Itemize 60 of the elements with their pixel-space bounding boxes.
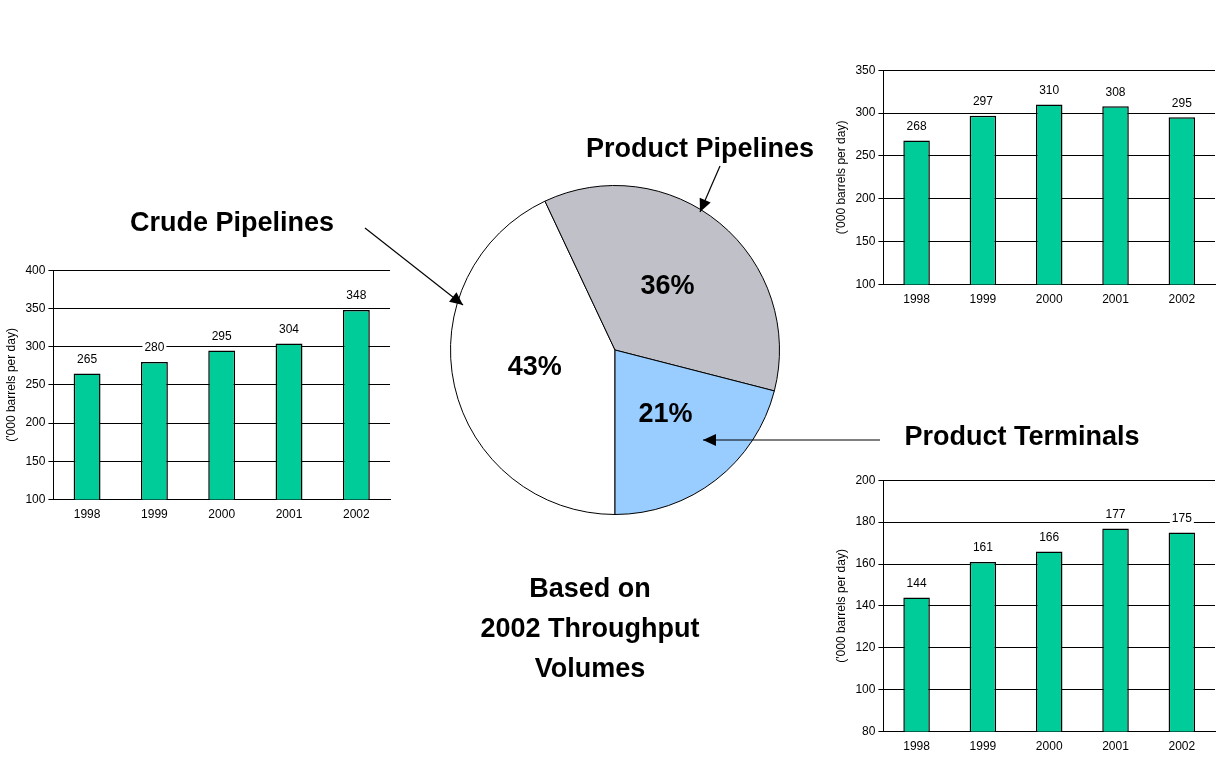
y-tick-label: 400 bbox=[25, 262, 46, 277]
y-tick-label: 200 bbox=[25, 415, 46, 430]
y-tick-label: 200 bbox=[855, 191, 876, 206]
x-tick-label: 2001 bbox=[1102, 739, 1130, 754]
text: Based on 2002 Throughput Volumes bbox=[479, 572, 701, 685]
data-label: 295 bbox=[211, 328, 233, 343]
data-label: 144 bbox=[906, 575, 927, 590]
y-tick-label: 300 bbox=[25, 338, 46, 353]
data-label: 21% bbox=[638, 398, 693, 429]
data-label: 297 bbox=[972, 93, 994, 108]
data-label: 304 bbox=[279, 321, 300, 336]
y-tick-label: 160 bbox=[855, 556, 876, 571]
y-tick-label: 300 bbox=[855, 105, 876, 120]
y-tick-label: 350 bbox=[855, 62, 876, 77]
y-tick-label: 150 bbox=[25, 453, 46, 468]
data-label: 310 bbox=[1039, 82, 1060, 97]
y-tick-label: 80 bbox=[862, 723, 876, 738]
x-tick-label: 2001 bbox=[275, 507, 303, 522]
data-label: 36% bbox=[640, 270, 695, 301]
data-label: 268 bbox=[906, 118, 927, 133]
data-label: 161 bbox=[972, 540, 994, 555]
slice-label: Product Terminals bbox=[904, 421, 1140, 452]
x-tick-label: 2002 bbox=[342, 507, 371, 522]
x-tick-label: 1998 bbox=[73, 507, 101, 522]
data-label: 348 bbox=[346, 288, 367, 303]
x-tick-label: 2002 bbox=[1168, 739, 1196, 754]
x-tick-label: 2000 bbox=[1035, 292, 1063, 307]
x-tick-label: 1999 bbox=[141, 507, 169, 522]
y-axis-title: ('000 barrels per day) bbox=[833, 120, 848, 235]
x-tick-label: 2001 bbox=[1102, 292, 1130, 307]
data-label: 43% bbox=[507, 351, 562, 382]
data-label: 175 bbox=[1171, 510, 1193, 525]
slice-label: Product Pipelines bbox=[585, 133, 815, 164]
y-axis-title: ('000 barrels per day) bbox=[3, 328, 18, 442]
data-label: 177 bbox=[1105, 506, 1126, 521]
data-label: 308 bbox=[1105, 84, 1126, 99]
y-tick-label: 150 bbox=[855, 234, 876, 249]
y-tick-label: 120 bbox=[855, 640, 876, 655]
y-tick-label: 180 bbox=[855, 514, 876, 529]
x-tick-label: 1998 bbox=[903, 292, 931, 307]
data-label: 295 bbox=[1171, 95, 1193, 110]
x-tick-label: 1999 bbox=[969, 739, 997, 754]
slice-label: Crude Pipelines bbox=[129, 207, 335, 238]
y-tick-label: 350 bbox=[25, 300, 46, 315]
data-label: 280 bbox=[144, 340, 165, 355]
y-tick-label: 250 bbox=[25, 377, 46, 392]
y-tick-label: 100 bbox=[855, 276, 876, 291]
data-label: 166 bbox=[1039, 529, 1060, 544]
y-axis-title: ('000 barrels per day) bbox=[833, 549, 848, 663]
y-tick-label: 250 bbox=[855, 148, 876, 163]
y-tick-label: 100 bbox=[855, 682, 876, 697]
data-label: 265 bbox=[77, 351, 98, 366]
x-tick-label: 2000 bbox=[208, 507, 236, 522]
y-tick-label: 100 bbox=[25, 491, 46, 506]
x-tick-label: 1998 bbox=[903, 739, 931, 754]
x-tick-label: 2002 bbox=[1168, 292, 1196, 307]
y-tick-label: 200 bbox=[855, 472, 876, 487]
x-tick-label: 1999 bbox=[969, 292, 997, 307]
y-tick-label: 140 bbox=[855, 598, 876, 613]
x-tick-label: 2000 bbox=[1035, 739, 1063, 754]
